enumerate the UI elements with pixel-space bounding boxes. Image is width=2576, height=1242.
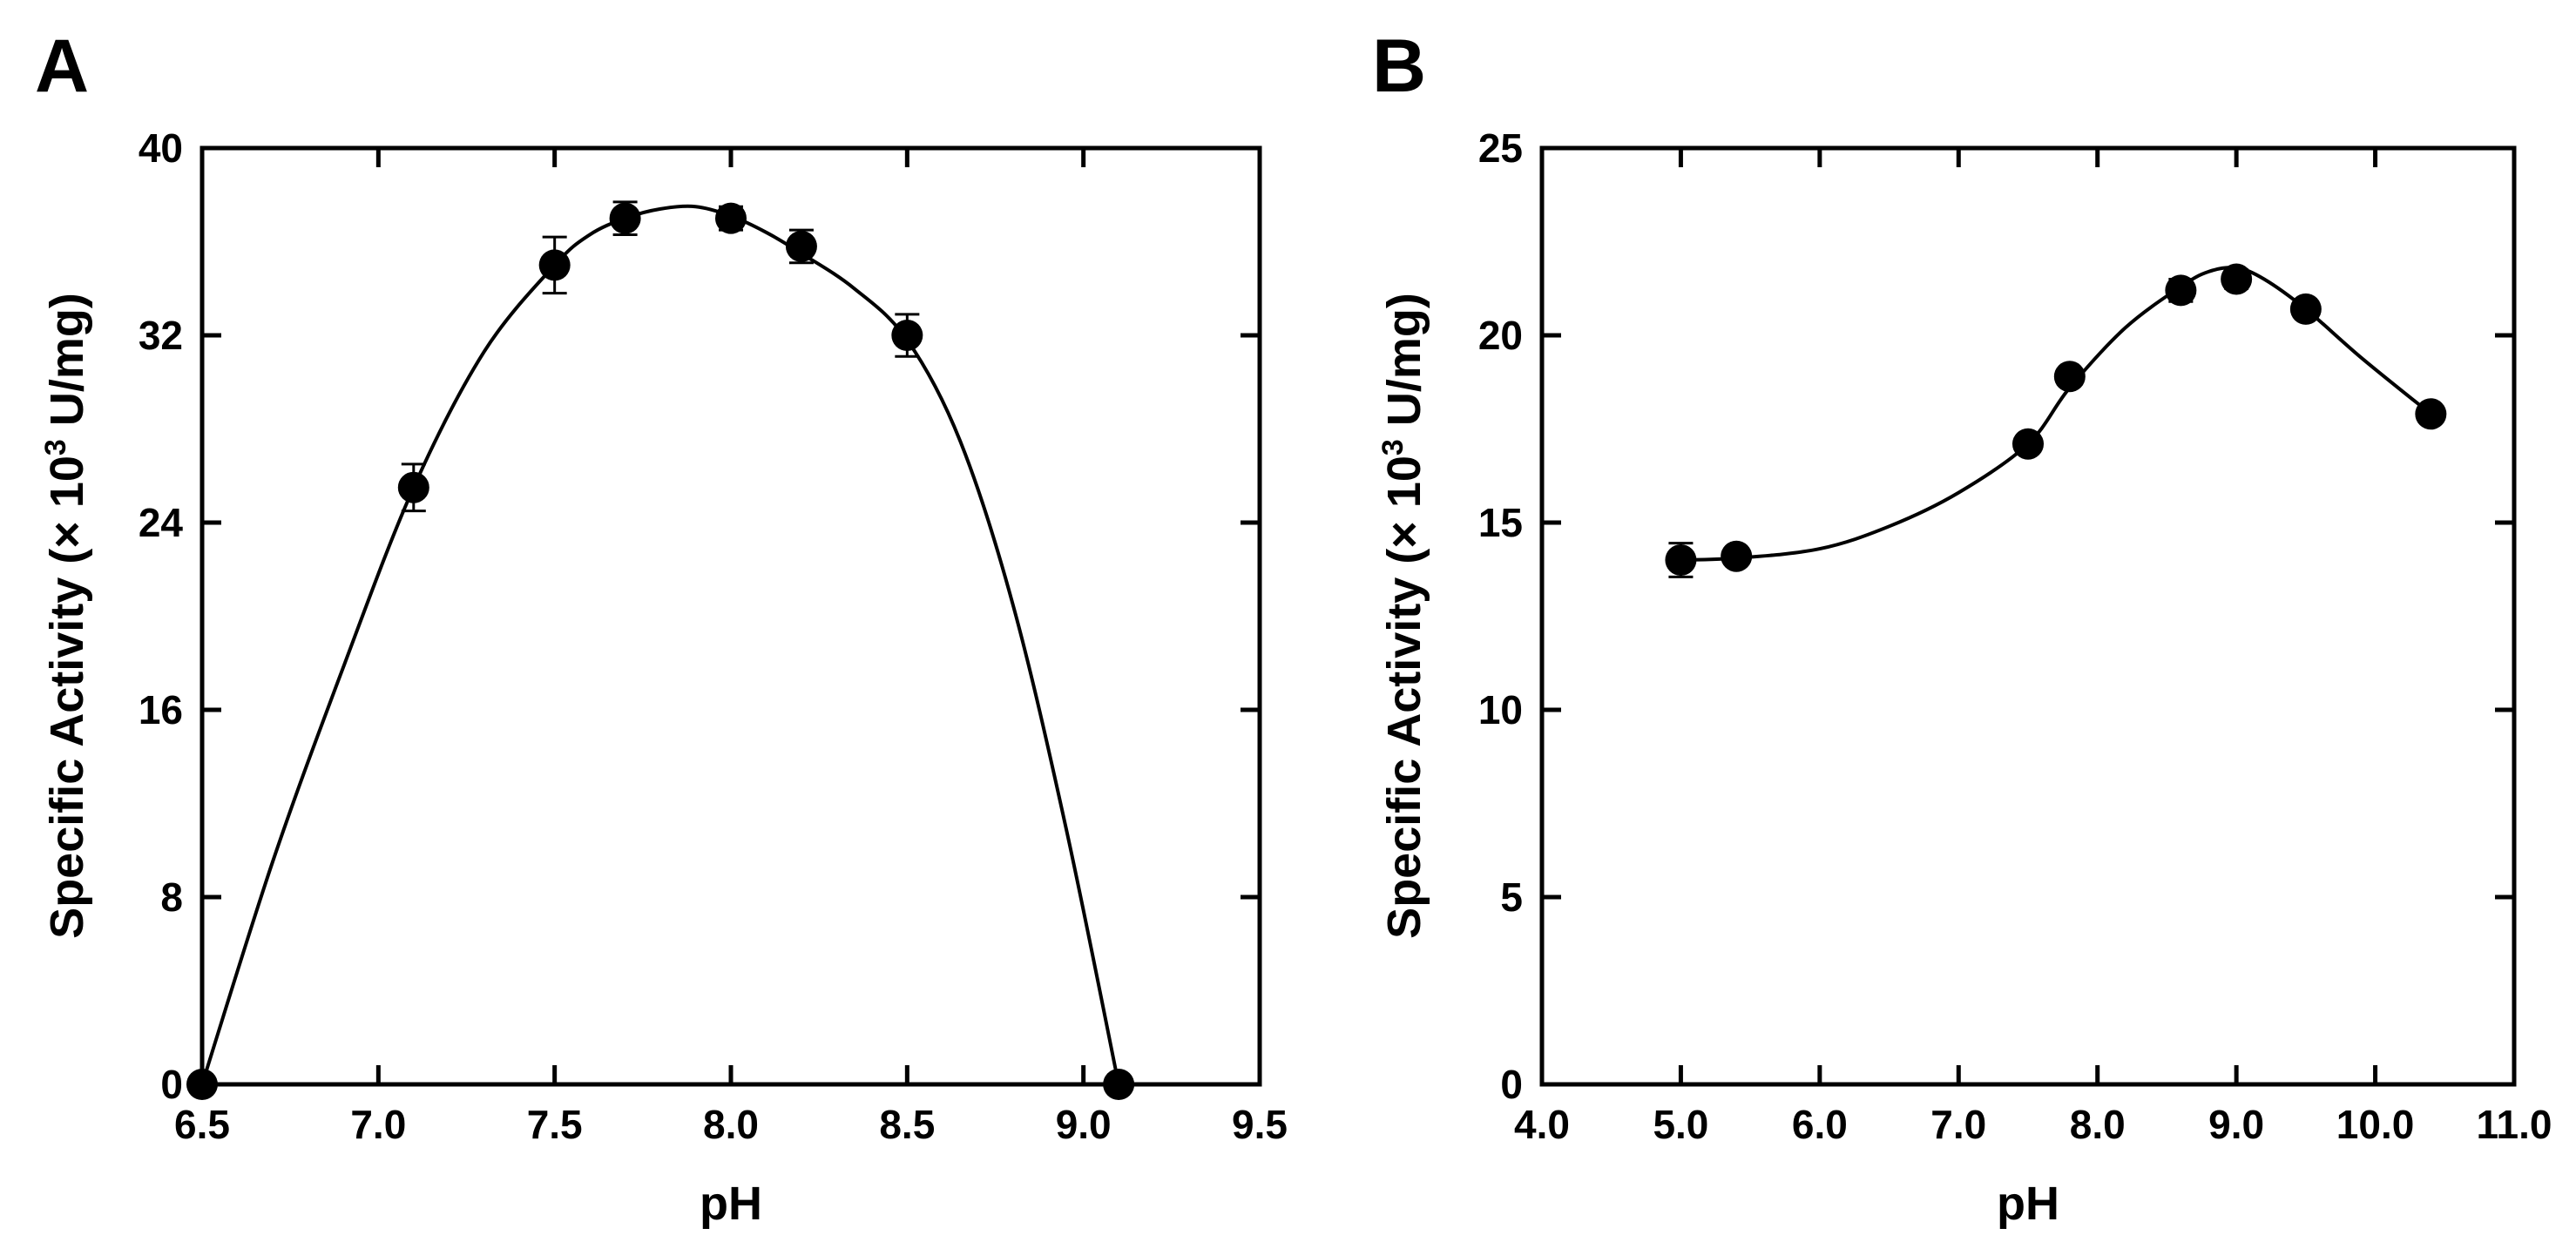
panel-b-x-ticks: 4.0 5.0 6.0 7.0 8.0 9.0 10.0 11.0 xyxy=(1514,148,2552,1147)
panel-a-y-tick-label: 32 xyxy=(139,313,183,358)
panel-a-fit-curve-group xyxy=(200,204,1121,1085)
panel-b-data-points xyxy=(1665,263,2447,578)
panel-a-y-axis-label-main: Specific Activity (× 10 xyxy=(41,456,93,939)
panel-a-letter: A xyxy=(35,24,89,108)
panel-b-y-tick-label: 25 xyxy=(1478,125,1523,171)
panel-b-y-tick-label: 5 xyxy=(1500,874,1523,920)
panel-a-data-point xyxy=(1103,1069,1135,1100)
panel-b-x-tick-label: 7.0 xyxy=(1930,1102,1986,1147)
panel-a-x-tick-label: 8.0 xyxy=(703,1102,759,1147)
panel-b-y-axis-label-main: Specific Activity (× 10 xyxy=(1378,456,1430,939)
panel-a-data-point xyxy=(715,202,747,234)
panel-b-y-tick-label: 20 xyxy=(1478,313,1523,358)
panel-a-x-tick-label: 7.0 xyxy=(350,1102,406,1147)
panel-a-x-axis-label: pH xyxy=(700,1178,762,1230)
panel-a-x-tick-label: 9.0 xyxy=(1056,1102,1112,1147)
panel-a-x-tick-label: 6.5 xyxy=(174,1102,230,1147)
panel-b-data-point xyxy=(1721,540,1753,572)
panel-a-y-tick-label: 0 xyxy=(160,1062,183,1107)
panel-a-y-ticks: 0 8 16 24 32 40 xyxy=(139,125,1260,1107)
panel-b-x-tick-label: 9.0 xyxy=(2208,1102,2264,1147)
panel-a-data-point xyxy=(397,471,429,503)
panel-a-x-ticks: 6.5 7.0 7.5 8.0 8.5 9.0 9.5 xyxy=(174,148,1288,1147)
panel-b-x-tick-label: 8.0 xyxy=(2070,1102,2126,1147)
panel-a-data-point xyxy=(609,202,641,234)
panel-b-data-point xyxy=(2165,274,2197,307)
panel-a-data-points xyxy=(186,200,1135,1100)
panel-a-data-point xyxy=(186,1069,218,1100)
panel-b-data-point xyxy=(2012,428,2044,460)
panel-b-letter: B xyxy=(1372,24,1426,108)
panel-b-y-tick-label: 10 xyxy=(1478,687,1523,732)
panel-b-x-axis-label: pH xyxy=(1997,1178,2059,1230)
panel-b-y-axis-label: Specific Activity (× 103 U/mg) xyxy=(1376,293,1430,939)
panel-b-x-tick-label: 10.0 xyxy=(2336,1102,2415,1147)
panel-b-y-ticks: 0 5 10 15 20 25 xyxy=(1478,125,2514,1107)
panel-a-fit-curve xyxy=(200,204,1121,1085)
panel-b-data-point xyxy=(2053,361,2086,393)
panel-a-data-point xyxy=(891,320,923,351)
panel-a-y-axis-label-unit: U/mg) xyxy=(41,293,93,439)
panel-b-x-tick-label: 5.0 xyxy=(1653,1102,1708,1147)
panel-b-data-point xyxy=(1665,544,1697,576)
panel-b-plot-frame xyxy=(1539,145,2517,1087)
panel-a-data-point xyxy=(785,230,817,262)
panel-b-data-point xyxy=(2221,263,2253,295)
panel-a-y-tick-label: 40 xyxy=(139,125,183,171)
panel-b-data-point xyxy=(2289,293,2322,325)
panel-a-x-tick-label: 8.5 xyxy=(879,1102,935,1147)
panel-a-y-axis-label: Specific Activity (× 103 U/mg) xyxy=(39,293,93,939)
panel-a-y-tick-label: 8 xyxy=(160,874,183,920)
panel-a: A 6.5 7.0 7.5 8.0 8.5 9.0 9.5 0 8 16 24 32 40 pH Sp… xyxy=(35,24,1288,1230)
panel-a-x-tick-label: 9.5 xyxy=(1232,1102,1288,1147)
panel-b-y-tick-label: 15 xyxy=(1478,500,1523,545)
panel-b-data-point xyxy=(2415,398,2447,430)
panel-b: B 4.0 5.0 6.0 7.0 8.0 9.0 10.0 11.0 0510152025 … xyxy=(1372,24,2552,1230)
panel-b-y-tick-label: 0 xyxy=(1500,1062,1523,1107)
panel-b-x-tick-label: 4.0 xyxy=(1514,1102,1570,1147)
panel-b-y-axis-label-superscript: 3 xyxy=(1376,439,1410,456)
panel-a-data-point xyxy=(538,249,571,281)
panel-b-x-tick-label: 6.0 xyxy=(1792,1102,1848,1147)
panel-a-y-tick-label: 16 xyxy=(139,687,183,732)
panel-a-y-axis-label-superscript: 3 xyxy=(39,439,72,456)
panel-b-y-axis-label-unit: U/mg) xyxy=(1378,293,1430,439)
panel-a-y-tick-label: 24 xyxy=(139,500,184,545)
panel-a-x-tick-label: 7.5 xyxy=(527,1102,583,1147)
panel-b-x-tick-label: 11.0 xyxy=(2477,1102,2552,1147)
